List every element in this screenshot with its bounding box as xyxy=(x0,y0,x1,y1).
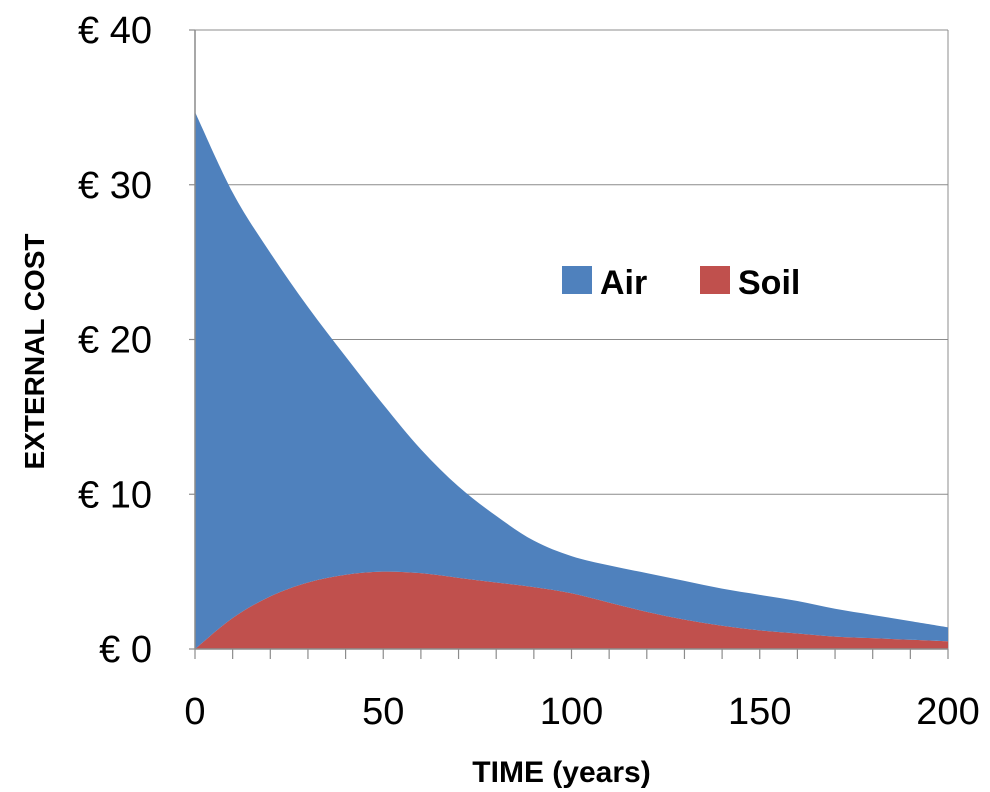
legend-label-air: Air xyxy=(600,264,647,302)
y-axis-title: EXTERNAL COST xyxy=(19,234,50,470)
x-tick-label: 200 xyxy=(916,691,979,733)
legend-label-soil: Soil xyxy=(738,264,800,302)
y-tick-label: € 20 xyxy=(78,320,152,362)
legend-swatch-soil xyxy=(700,266,730,294)
legend-swatch-air xyxy=(562,266,592,294)
x-tick-label: 150 xyxy=(728,691,791,733)
y-tick-label: € 30 xyxy=(78,165,152,207)
x-axis-title: TIME (years) xyxy=(472,756,650,789)
y-tick-label: € 10 xyxy=(78,474,152,516)
area-soil xyxy=(195,571,948,649)
legend: Air Soil xyxy=(562,264,800,302)
y-tick-label: € 0 xyxy=(99,629,152,671)
x-tick-label: 100 xyxy=(540,691,603,733)
x-tick-label: 0 xyxy=(184,691,205,733)
y-tick-label: € 40 xyxy=(78,10,152,52)
x-tick-label: 50 xyxy=(362,691,404,733)
tick-labels: 0 50 100 150 200 € 0 € 10 € 20 € 30 € 40 xyxy=(78,10,980,733)
plot-areas xyxy=(195,112,948,649)
area-air xyxy=(195,112,948,649)
